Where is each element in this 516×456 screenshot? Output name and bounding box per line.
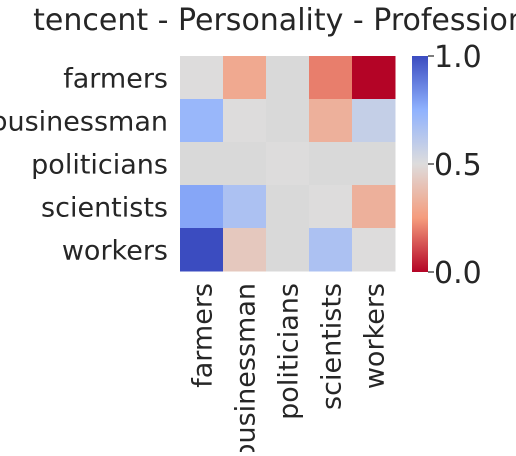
heatmap-cell-scientists-businessman <box>223 185 267 229</box>
heatmap-cell-politicians-businessman <box>223 142 267 186</box>
colorbar-tick-label: 0.5 <box>434 148 482 183</box>
heatmap-cell-businessman-businessman <box>223 99 267 143</box>
colorbar-gradient <box>412 56 428 272</box>
heatmap-cell-politicians-farmers <box>180 142 224 186</box>
chart-title: tencent - Personality - Profession <box>33 3 516 38</box>
heatmap-cell-businessman-workers <box>352 99 396 143</box>
colorbar: 0.0 0.5 1.0 <box>412 40 482 291</box>
heatmap-cell-businessman-scientists <box>309 99 353 143</box>
heatmap-cell-farmers-businessman <box>223 56 267 100</box>
heatmap-cell-scientists-workers <box>352 185 396 229</box>
heatmap-cell-workers-businessman <box>223 228 267 272</box>
row-label-farmers: farmers <box>63 64 168 95</box>
heatmap-cell-politicians-workers <box>352 142 396 186</box>
colorbar-tick-label: 0.0 <box>434 256 482 291</box>
row-label-workers: workers <box>62 236 168 267</box>
row-label-businessman: businessman <box>0 107 168 138</box>
column-label-businessman: businessman <box>231 283 262 452</box>
heatmap-cell-workers-scientists <box>309 228 353 272</box>
heatmap-cell-farmers-workers <box>352 56 396 100</box>
heatmap-cell-workers-politicians <box>266 228 310 272</box>
heatmap-cell-scientists-scientists <box>309 185 353 229</box>
column-labels: farmers businessman politicians scientists w… <box>188 283 391 456</box>
heatmap-cell-businessman-politicians <box>266 99 310 143</box>
heatmap-cell-businessman-farmers <box>180 99 224 143</box>
heatmap-cell-workers-workers <box>352 228 396 272</box>
row-label-politicians: politicians <box>31 150 168 181</box>
heatmap-cell-farmers-politicians <box>266 56 310 100</box>
column-label-farmers: farmers <box>188 283 219 388</box>
heatmap-cell-scientists-politicians <box>266 185 310 229</box>
heatmap-cell-politicians-scientists <box>309 142 353 186</box>
colorbar-tick-label: 1.0 <box>434 40 482 75</box>
heatmap-cell-farmers-farmers <box>180 56 224 100</box>
heatmap-cell-workers-farmers <box>180 228 224 272</box>
heatmap-cells <box>180 56 396 272</box>
heatmap-cell-farmers-scientists <box>309 56 353 100</box>
row-labels: farmers businessman politicians scientists w… <box>0 64 168 267</box>
column-label-politicians: politicians <box>274 283 305 420</box>
column-label-workers: workers <box>360 283 391 389</box>
column-label-scientists: scientists <box>317 283 348 410</box>
heatmap-cell-politicians-politicians <box>266 142 310 186</box>
row-label-scientists: scientists <box>41 193 168 224</box>
heatmap-cell-scientists-farmers <box>180 185 224 229</box>
